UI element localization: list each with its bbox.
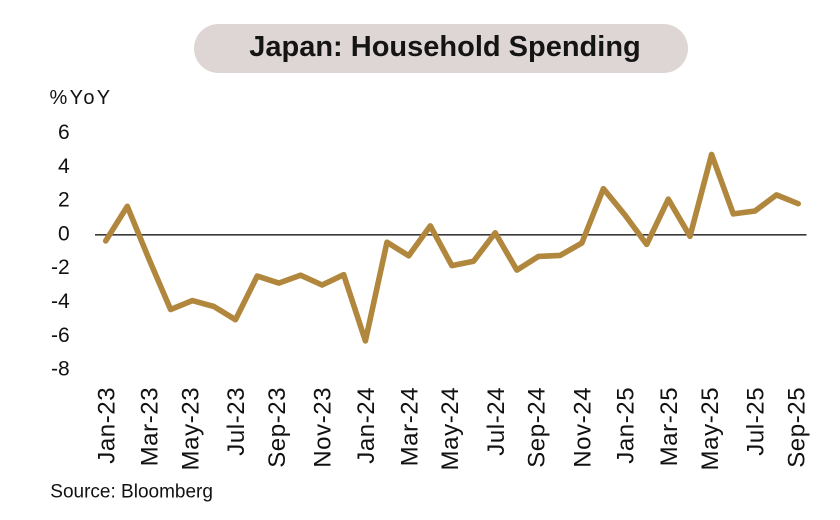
svg-text:Mar-25: Mar-25 [656,387,683,467]
svg-text:Sep-23: Sep-23 [264,387,291,468]
svg-text:May-25: May-25 [697,387,724,471]
svg-text:-6: -6 [51,324,70,347]
svg-text:May-24: May-24 [437,387,464,471]
svg-text:6: 6 [58,121,70,144]
svg-text:-8: -8 [51,358,70,381]
svg-text:Nov-23: Nov-23 [310,387,337,468]
svg-text:4: 4 [58,155,70,178]
svg-text:Jul-23: Jul-23 [223,387,250,456]
svg-text:-4: -4 [51,290,70,313]
svg-text:Jan-24: Jan-24 [353,387,380,464]
svg-text:%YoY: %YoY [50,87,113,109]
svg-text:Jan-23: Jan-23 [93,387,120,464]
svg-text:Sep-24: Sep-24 [524,387,551,468]
svg-text:Jan-25: Jan-25 [613,387,640,464]
svg-text:Jul-24: Jul-24 [483,387,510,456]
svg-text:Mar-23: Mar-23 [137,387,164,467]
svg-text:2: 2 [58,189,70,212]
svg-text:-2: -2 [51,256,70,279]
svg-text:Sep-25: Sep-25 [783,387,810,468]
svg-text:Jul-25: Jul-25 [743,387,770,456]
svg-text:Nov-24: Nov-24 [569,387,596,468]
svg-text:0: 0 [58,222,70,245]
svg-text:May-23: May-23 [178,387,205,471]
svg-text:Source: Bloomberg: Source: Bloomberg [50,482,213,503]
svg-text:Mar-24: Mar-24 [396,387,423,467]
